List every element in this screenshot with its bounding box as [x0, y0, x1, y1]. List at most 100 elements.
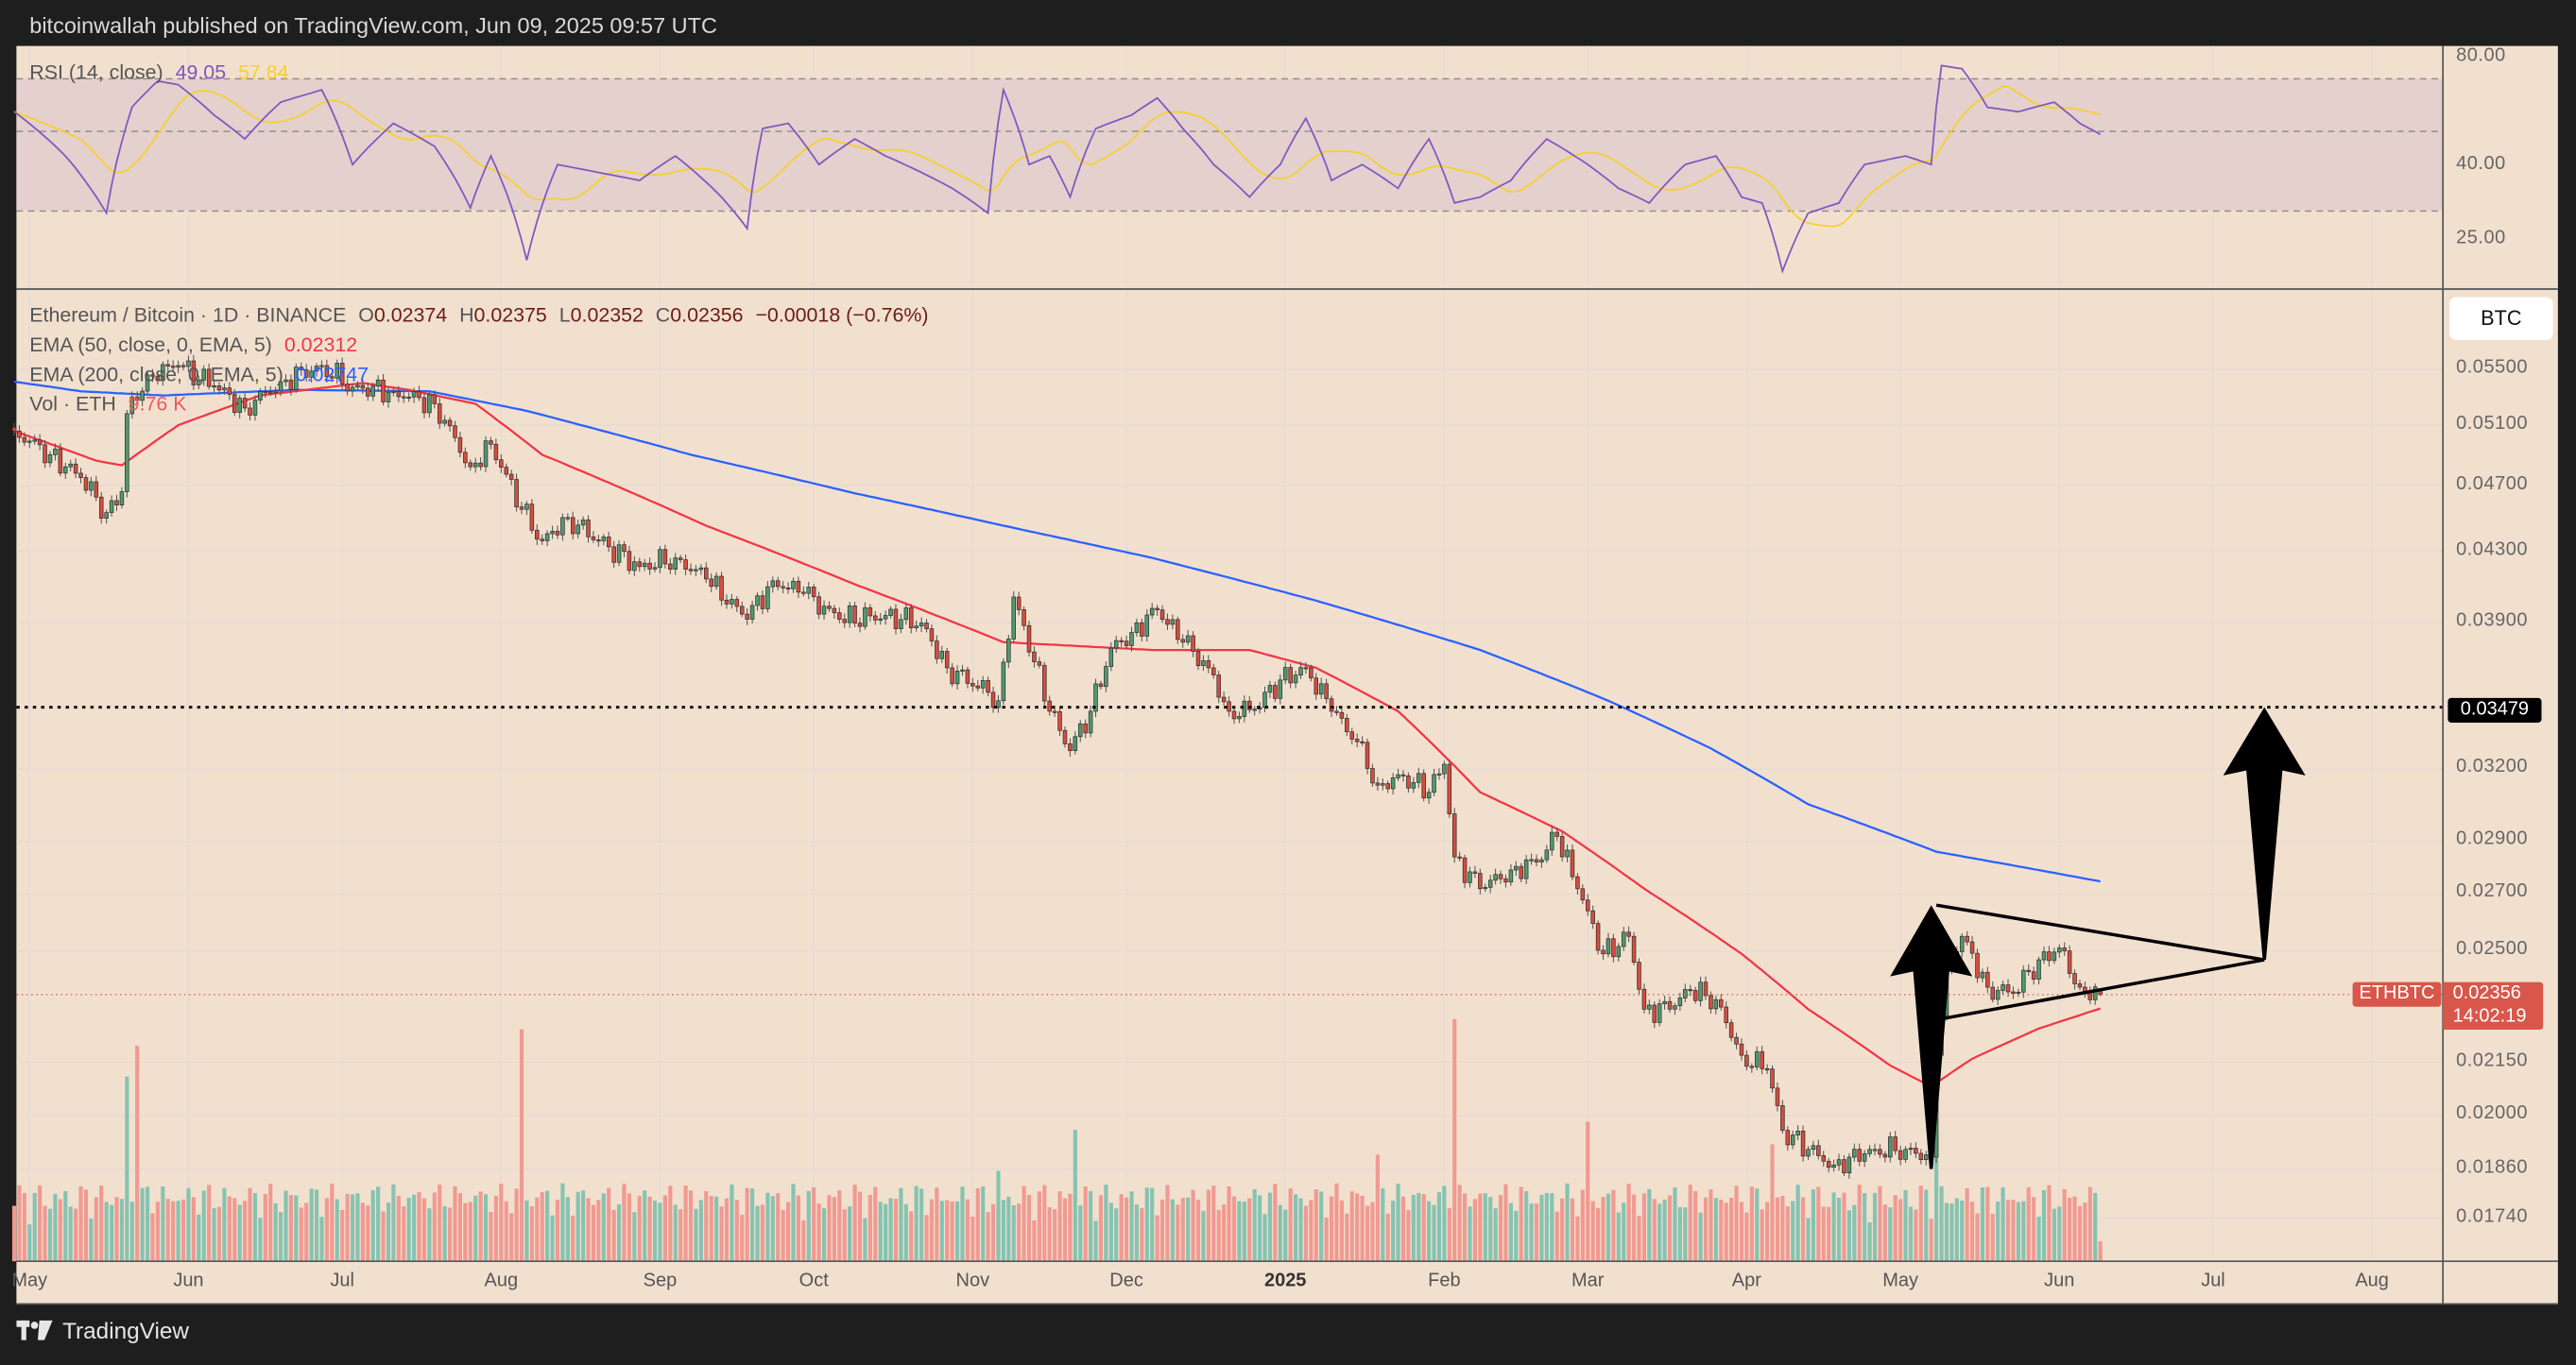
- candle-body: [1534, 859, 1539, 862]
- candle-body: [1565, 849, 1570, 858]
- candle-body: [811, 587, 816, 598]
- candle-body: [1601, 949, 1606, 955]
- volume-bar: [1534, 1203, 1539, 1262]
- candle-body: [1124, 640, 1129, 646]
- volume-bar: [796, 1195, 801, 1262]
- volume-bar: [104, 1202, 109, 1262]
- candle-body: [827, 606, 832, 609]
- low-value: 0.02352: [570, 303, 644, 327]
- volume-bar: [1262, 1214, 1267, 1262]
- candle-body: [212, 385, 216, 388]
- candle-body: [1836, 1159, 1842, 1166]
- volume-bar: [662, 1195, 667, 1262]
- symbol-price-tag: ETHBTC: [2352, 981, 2442, 1007]
- candle-body: [1487, 879, 1493, 888]
- volume-bar: [135, 1046, 140, 1262]
- volume-bar: [222, 1187, 227, 1262]
- candle-body: [1298, 667, 1303, 675]
- volume-bar: [493, 1195, 498, 1262]
- volume-bar: [1349, 1191, 1354, 1262]
- volume-bar: [1355, 1193, 1360, 1262]
- volume-bar: [1863, 1193, 1867, 1262]
- candle-body: [252, 400, 258, 416]
- ema200-legend[interactable]: EMA (200, close, 0, EMA, 5) 0.02747: [29, 363, 375, 385]
- candle-body: [43, 444, 47, 464]
- candle-body: [1037, 661, 1042, 666]
- rsi-legend[interactable]: RSI (14, close) 49.05 57.84: [29, 60, 295, 83]
- volume-bar: [1375, 1154, 1380, 1262]
- candle-body: [134, 396, 140, 401]
- candle-body: [1754, 1050, 1760, 1067]
- time-tick-label: Jun: [2044, 1271, 2075, 1291]
- currency-button[interactable]: BTC: [2449, 297, 2553, 340]
- volume-bar: [1924, 1189, 1929, 1262]
- volume-bar: [376, 1186, 381, 1262]
- candle-body: [863, 607, 867, 627]
- volume-bar: [1006, 1196, 1011, 1262]
- candle-body: [524, 503, 529, 510]
- volume-bar: [1709, 1189, 1713, 1262]
- symbol-legend[interactable]: Ethereum / Bitcoin · 1D · BINANCE O0.023…: [29, 304, 935, 327]
- candle-body: [370, 385, 375, 397]
- volume-bar: [1852, 1204, 1857, 1262]
- volume-legend[interactable]: Vol · ETH 9.76 K: [29, 393, 193, 416]
- volume-bar: [1514, 1210, 1519, 1262]
- candle-body: [1529, 859, 1534, 862]
- volume-bar: [1882, 1204, 1887, 1262]
- price-tick-label: 0.02700: [2456, 882, 2529, 903]
- time-tick-label: Nov: [955, 1271, 990, 1291]
- volume-bar: [180, 1199, 186, 1262]
- volume-bar: [1775, 1197, 1780, 1262]
- candle-body: [2062, 947, 2067, 951]
- volume-bar: [1529, 1203, 1534, 1262]
- candle-body: [832, 607, 837, 614]
- volume-bar: [1180, 1197, 1185, 1262]
- volume-bar: [1165, 1185, 1170, 1262]
- candle-body: [2047, 951, 2052, 962]
- candle-body: [1790, 1135, 1795, 1146]
- candle-body: [1432, 774, 1436, 793]
- volume-bar: [575, 1191, 580, 1262]
- volume-bar: [1483, 1193, 1487, 1262]
- volume-bar: [391, 1184, 396, 1262]
- candle-body: [1093, 683, 1098, 712]
- pennant-lower-line: [1941, 958, 2265, 1021]
- volume-bar: [596, 1200, 601, 1262]
- candle-body: [1314, 677, 1319, 695]
- candle-body: [32, 439, 37, 442]
- volume-bar: [1703, 1197, 1709, 1262]
- volume-bar: [1657, 1203, 1662, 1262]
- candle-body: [1662, 1000, 1667, 1004]
- footer-brand[interactable]: TradingView: [16, 1317, 189, 1343]
- volume-bar: [1785, 1206, 1790, 1262]
- candle-body: [1878, 1149, 1882, 1155]
- ema50-legend[interactable]: EMA (50, close, 0, EMA, 5) 0.02312: [29, 333, 364, 356]
- candle-body: [11, 427, 17, 432]
- volume-bar: [1934, 1134, 1939, 1262]
- volume-bar: [954, 1201, 960, 1262]
- candle-body: [1775, 1087, 1780, 1106]
- candle-body: [191, 360, 197, 385]
- candle-body: [944, 651, 950, 669]
- footer-brand-text: TradingView: [62, 1317, 190, 1344]
- volume-bar: [252, 1192, 258, 1262]
- volume-bar: [43, 1205, 47, 1262]
- volume-bar: [1498, 1194, 1503, 1262]
- candle-body: [1416, 773, 1421, 783]
- candle-body: [2026, 969, 2031, 973]
- candle-body: [457, 436, 463, 453]
- candle-body: [1370, 768, 1375, 784]
- candle-body: [411, 390, 417, 398]
- volume-bar: [540, 1191, 544, 1262]
- candle-body: [165, 364, 171, 367]
- candle-body: [1719, 998, 1724, 1008]
- candle-body: [1749, 1066, 1755, 1068]
- volume-bar: [1231, 1196, 1237, 1262]
- volume-bar: [1370, 1202, 1375, 1262]
- volume-bar: [150, 1213, 155, 1262]
- volume-bar: [1267, 1192, 1273, 1262]
- volume-bar: [1170, 1199, 1175, 1262]
- candle-body: [1400, 774, 1406, 776]
